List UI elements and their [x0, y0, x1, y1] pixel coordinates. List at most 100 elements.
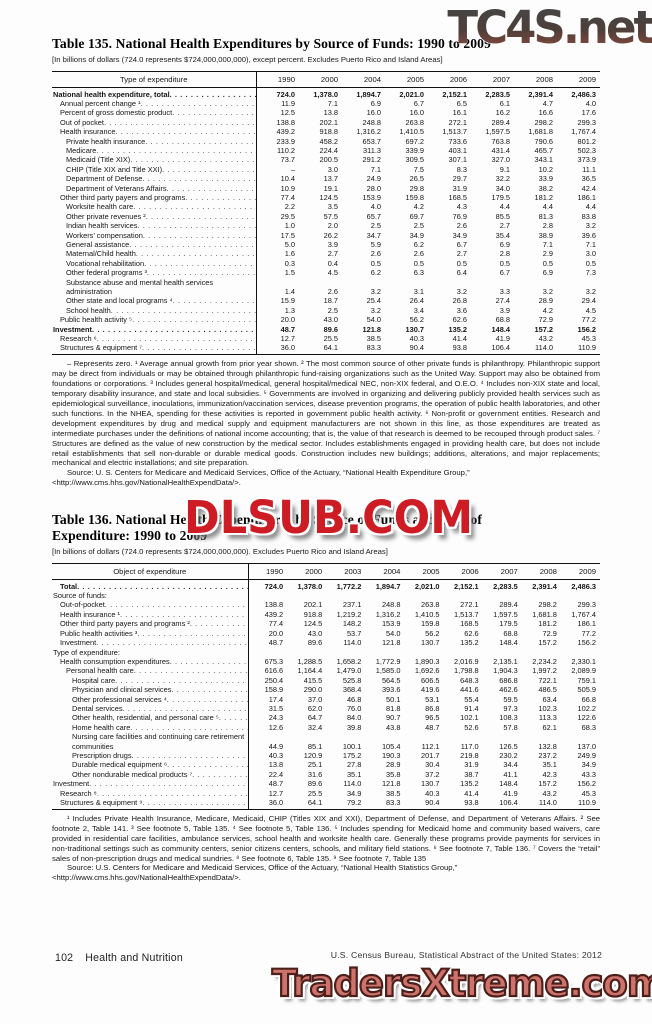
- value-cell: 3.2: [585, 221, 596, 231]
- row-label: Source of funds:: [53, 591, 107, 601]
- value-cell: 85.5: [495, 211, 510, 221]
- value-cell: 77.2: [581, 628, 596, 638]
- year-header: 2007: [471, 71, 514, 88]
- row-label: Other third party payers and programs ²: [60, 619, 190, 629]
- value-cell: 272.1: [448, 117, 468, 127]
- dot-leader: . . . . . . . . . . . . . . . . . . . . …: [145, 211, 256, 221]
- table-136-source: Source: U.S. Centers for Medicare and Me…: [67, 863, 458, 873]
- value-cell: 3.4: [413, 305, 424, 315]
- value-cell: 120.9: [303, 750, 323, 760]
- table-row: Durable medical equipment ⁶. . . . . . .…: [52, 760, 600, 770]
- row-label: Worksite health care: [66, 202, 134, 212]
- table-135-source-url: <http://www.cms.hhs.gov/NationalHealthEx…: [52, 478, 241, 488]
- value-cell: 465.7: [534, 145, 554, 155]
- value-cell: 4.4: [499, 202, 510, 212]
- row-label: Medicaid (Title XIX): [66, 155, 131, 165]
- value-cell: 37.0: [307, 694, 323, 704]
- value-cell: [365, 648, 404, 657]
- value-cell: 38.5: [386, 788, 401, 798]
- value-cell: 16.1: [452, 108, 467, 118]
- value-cell: 156.2: [577, 324, 597, 334]
- row-label: Research ⁸: [60, 788, 97, 798]
- value-cell: 2,330.1: [571, 656, 596, 666]
- row-label: Prescription drugs: [72, 750, 132, 760]
- value-cell: 10.4: [280, 174, 295, 184]
- dot-leader: . . . . . . . . . . . . . . . . . . . . …: [166, 694, 248, 704]
- value-cell: 69.7: [409, 211, 424, 221]
- value-cell: 1,597.5: [493, 609, 518, 619]
- row-label: Health consumption expenditures: [60, 656, 170, 666]
- row-label: Other third party payers and programs: [60, 192, 186, 202]
- row-label: Nursing care facilities and continuing c…: [72, 732, 245, 751]
- value-cell: 2,089.9: [571, 666, 596, 676]
- value-cell: 237.2: [538, 750, 557, 760]
- table-row: Prescription drugs. . . . . . . . . . . …: [52, 750, 600, 761]
- table-row: Public health activities ³. . . . . . . …: [52, 628, 600, 639]
- value-cell: 24.3: [268, 713, 284, 723]
- table-row: Total. . . . . . . . . . . . . . . . . .…: [52, 579, 600, 592]
- value-cell: 97.3: [503, 703, 518, 713]
- value-cell: 525.8: [342, 675, 362, 685]
- value-cell: 439.2: [276, 127, 296, 137]
- table-row: Department of Veterans Affairs. . . . . …: [52, 183, 600, 193]
- value-cell: 81.3: [538, 211, 553, 221]
- row-label: Structures & equipment ⁷: [60, 343, 142, 353]
- value-cell: 3.2: [370, 305, 381, 315]
- dot-leader: . . . . . . . . . . . . . . . . . . . . …: [133, 202, 255, 212]
- value-cell: 2,283.5: [485, 89, 510, 99]
- value-cell: 1,894.7: [375, 581, 401, 591]
- dot-leader: . . . . . . . . . . . . . . . . . . . . …: [166, 183, 256, 193]
- table-row: Medicare. . . . . . . . . . . . . . . . …: [52, 145, 600, 156]
- value-cell: 2.6: [370, 249, 381, 259]
- value-cell: 114.0: [343, 638, 362, 648]
- value-cell: 90.4: [409, 343, 424, 353]
- value-cell: 1,479.0: [336, 666, 362, 676]
- value-cell: 130.7: [421, 638, 440, 648]
- value-cell: [522, 648, 561, 657]
- section-title: Health and Nutrition: [85, 952, 183, 964]
- table-row: Investment. . . . . . . . . . . . . . . …: [52, 324, 600, 335]
- value-cell: 64.1: [323, 343, 338, 353]
- value-cell: 1,316.2: [375, 609, 401, 619]
- value-cell: 110.9: [578, 798, 596, 807]
- value-cell: 93.8: [464, 798, 479, 807]
- row-label: Other private revenues ²: [66, 211, 146, 221]
- dot-leader: . . . . . . . . . . . . . . . . . . . . …: [141, 343, 256, 353]
- table-row: Percent of gross domestic product. . . .…: [52, 108, 600, 118]
- value-cell: 34.4: [503, 760, 518, 770]
- value-cell: 153.9: [381, 619, 401, 629]
- value-cell: 6.1: [499, 98, 510, 108]
- value-cell: 28.9: [386, 760, 401, 770]
- value-cell: 233.9: [276, 136, 296, 146]
- table-135-source: Source: U. S. Centers for Medicare and M…: [67, 468, 470, 478]
- value-cell: 48.7: [268, 638, 284, 648]
- value-cell: 505.9: [577, 685, 597, 695]
- value-cell: 77.2: [581, 315, 596, 325]
- value-cell: 27.8: [346, 760, 362, 770]
- value-cell: [483, 648, 522, 657]
- value-cell: 19.1: [323, 183, 338, 193]
- value-cell: 272.1: [460, 600, 479, 610]
- row-label: Research ⁶: [60, 334, 97, 344]
- value-cell: 12.7: [280, 334, 295, 344]
- table-136-title: Table 136. National Health Expenditures …: [52, 512, 482, 544]
- value-cell: 7.1: [327, 98, 338, 108]
- value-cell: 6.2: [370, 268, 381, 278]
- value-cell: 72.9: [538, 315, 553, 325]
- value-cell: 34.7: [366, 230, 381, 240]
- table-row: Annual percent change ¹. . . . . . . . .…: [52, 98, 600, 109]
- value-cell: 4.7: [542, 98, 553, 108]
- value-cell: 1,219.2: [336, 609, 362, 619]
- table-row: Out of pocket. . . . . . . . . . . . . .…: [52, 117, 600, 128]
- table-row: Source of funds:: [52, 591, 600, 601]
- value-cell: 3.9: [327, 240, 338, 249]
- dot-leader: . . . . . . . . . . . . . . . . . . . . …: [110, 305, 256, 315]
- year-header: 1990: [256, 71, 299, 88]
- dot-leader: . . . . . . . . . . . . . . . . . . . . …: [144, 258, 255, 268]
- dot-leader: . . . . . . . . . . . . . . . . . . . . …: [169, 656, 248, 666]
- value-cell: 175.2: [342, 750, 362, 760]
- value-cell: 34.9: [409, 230, 424, 240]
- value-cell: 2.5: [327, 305, 338, 315]
- header-row: Object of expenditure 1990 2000 2003 2004 200…: [52, 563, 600, 581]
- table-row: Investment. . . . . . . . . . . . . . . …: [52, 638, 600, 648]
